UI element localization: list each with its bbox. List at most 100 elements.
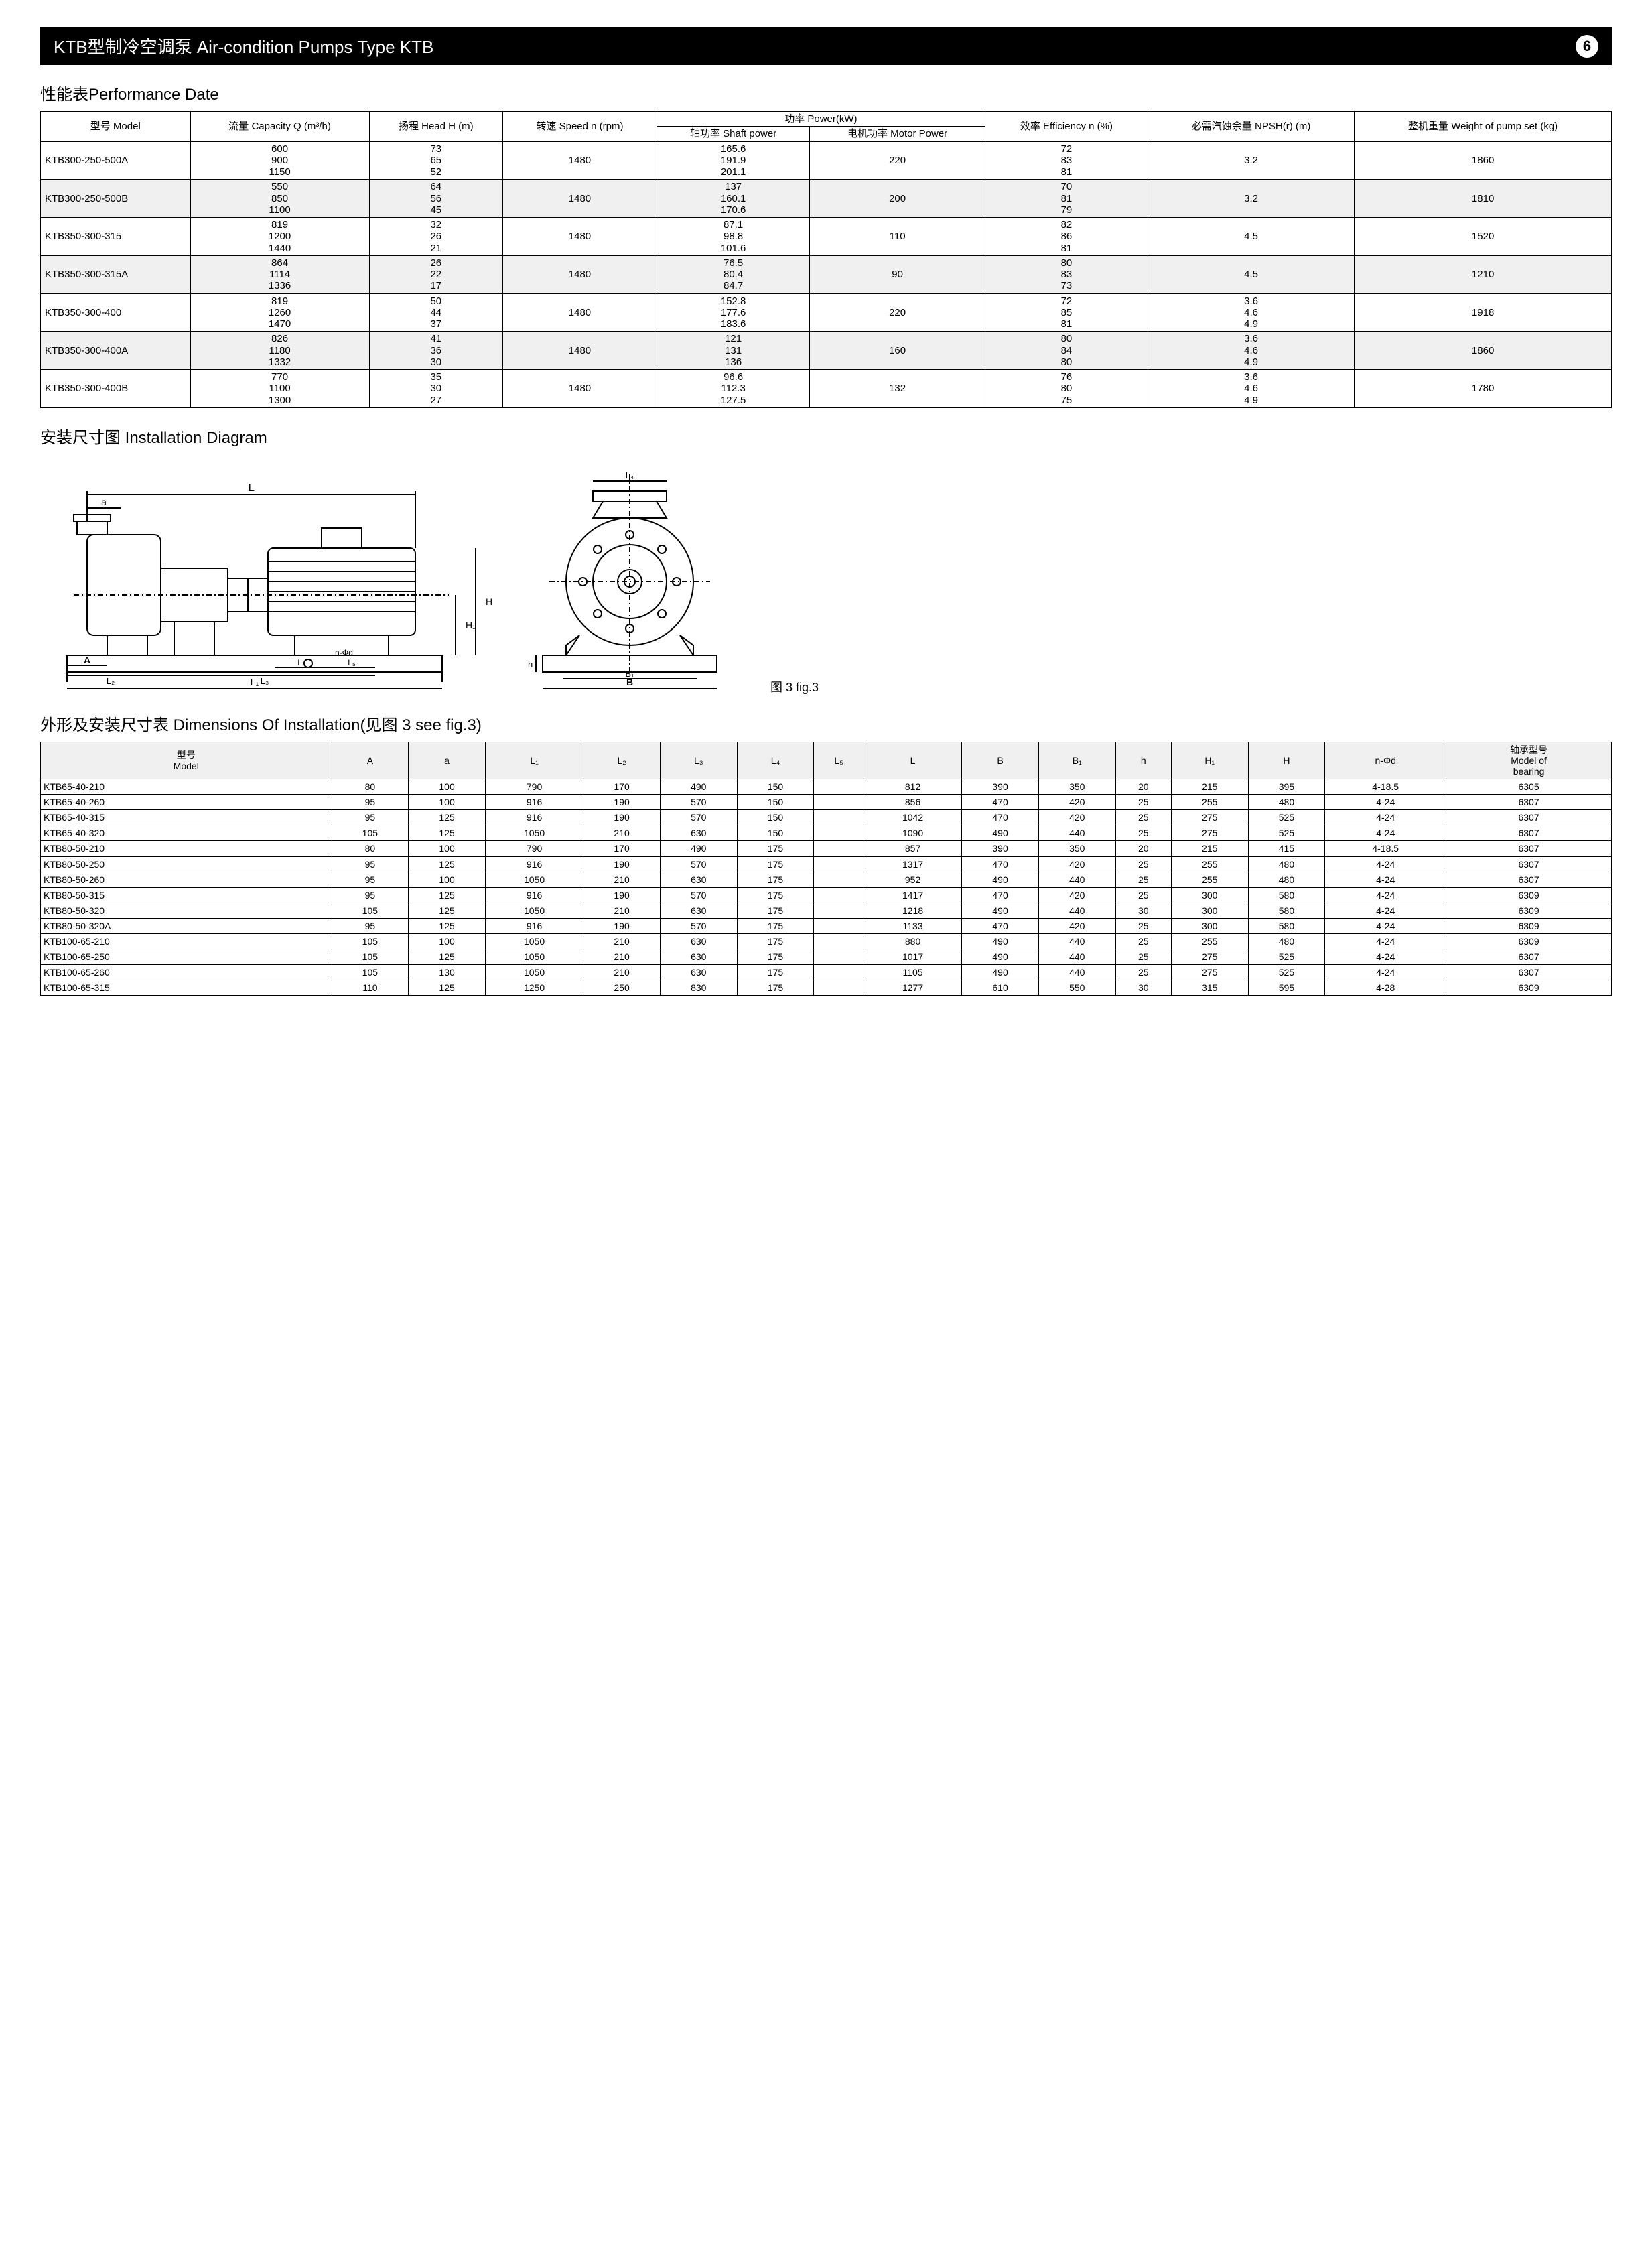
table-cell: KTB350-300-315 — [41, 218, 191, 256]
table-cell: 250 — [583, 980, 661, 996]
table-cell: 6309 — [1446, 887, 1612, 903]
table-cell: 440 — [1038, 949, 1115, 965]
table-cell: 1090 — [864, 825, 961, 841]
table-cell: KTB100-65-315 — [41, 980, 332, 996]
table-cell: 440 — [1038, 903, 1115, 918]
table-cell: 1860 — [1355, 332, 1612, 370]
table-cell: 137 160.1 170.6 — [657, 180, 809, 218]
table-cell: 30 — [1115, 980, 1171, 996]
table-cell: 275 — [1171, 965, 1248, 980]
table-cell: 20 — [1115, 779, 1171, 795]
table-cell: KTB100-65-210 — [41, 933, 332, 949]
table-cell: 72 83 81 — [985, 141, 1148, 180]
table-cell: 100 — [409, 779, 486, 795]
table-cell: 1133 — [864, 918, 961, 933]
table-cell: 4-24 — [1325, 810, 1446, 825]
th-capacity: 流量 Capacity Q (m³/h) — [190, 112, 369, 142]
table-cell: 630 — [660, 872, 737, 887]
table-cell: 190 — [583, 795, 661, 810]
table-header-cell: 型号 Model — [41, 742, 332, 779]
table-cell: 630 — [660, 903, 737, 918]
table-cell — [814, 779, 864, 795]
table-cell: 175 — [737, 933, 814, 949]
table-cell: KTB300-250-500A — [41, 141, 191, 180]
table-cell: KTB80-50-210 — [41, 841, 332, 856]
table-cell: 490 — [962, 965, 1039, 980]
table-cell: 105 — [332, 965, 409, 980]
table-cell: 6307 — [1446, 825, 1612, 841]
table-cell: 480 — [1248, 872, 1325, 887]
table-cell: 215 — [1171, 841, 1248, 856]
table-cell: 105 — [332, 949, 409, 965]
table-cell: 857 — [864, 841, 961, 856]
table-cell: 6307 — [1446, 965, 1612, 980]
table-cell: 390 — [962, 841, 1039, 856]
table-cell: 96.6 112.3 127.5 — [657, 370, 809, 408]
table-row: KTB350-300-400819 1260 147050 44 3714801… — [41, 293, 1612, 332]
table-cell: 255 — [1171, 795, 1248, 810]
diagram-caption: 图 3 fig.3 — [770, 678, 819, 696]
table-cell: 64 56 45 — [369, 180, 502, 218]
table-cell: 916 — [485, 795, 583, 810]
table-cell: 6305 — [1446, 779, 1612, 795]
table-cell: 490 — [962, 872, 1039, 887]
table-cell: 525 — [1248, 810, 1325, 825]
table-cell: 1050 — [485, 933, 583, 949]
table-cell: 130 — [409, 965, 486, 980]
table-cell: 3.6 4.6 4.9 — [1148, 293, 1354, 332]
table-cell: 6307 — [1446, 949, 1612, 965]
table-cell: 480 — [1248, 795, 1325, 810]
table-cell: 25 — [1115, 795, 1171, 810]
table-row: KTB300-250-500B550 850 110064 56 4514801… — [41, 180, 1612, 218]
table-cell: 315 — [1171, 980, 1248, 996]
table-cell: 630 — [660, 933, 737, 949]
table-cell: 80 83 73 — [985, 255, 1148, 293]
table-cell: 80 — [332, 779, 409, 795]
table-cell: 4-24 — [1325, 795, 1446, 810]
table-cell: 150 — [737, 825, 814, 841]
table-cell: 6309 — [1446, 903, 1612, 918]
table-cell: 1480 — [503, 255, 657, 293]
svg-text:a: a — [101, 497, 107, 507]
table-cell: 1250 — [485, 980, 583, 996]
table-cell: 916 — [485, 810, 583, 825]
table-cell: 630 — [660, 949, 737, 965]
table-cell: 175 — [737, 887, 814, 903]
table-cell — [814, 980, 864, 996]
table-cell: 864 1114 1336 — [190, 255, 369, 293]
table-cell: 570 — [660, 795, 737, 810]
table-cell: 1050 — [485, 965, 583, 980]
table-cell: 125 — [409, 903, 486, 918]
table-cell: KTB80-50-315 — [41, 887, 332, 903]
diagram-side-view: L₁ L₂ L₃ L₄ L₅ n-Φd — [40, 454, 496, 696]
table-cell: 25 — [1115, 825, 1171, 841]
title-bar: KTB型制冷空调泵 Air-condition Pumps Type KTB 6 — [40, 27, 1612, 65]
table-cell: 100 — [409, 872, 486, 887]
table-cell: 1417 — [864, 887, 961, 903]
table-cell: KTB350-300-400 — [41, 293, 191, 332]
table-cell: 125 — [409, 918, 486, 933]
table-cell: 70 81 79 — [985, 180, 1148, 218]
table-cell: 175 — [737, 918, 814, 933]
table-cell: 600 900 1150 — [190, 141, 369, 180]
table-cell: 25 — [1115, 810, 1171, 825]
table-cell: 826 1180 1332 — [190, 332, 369, 370]
table-cell: 1017 — [864, 949, 961, 965]
table-cell: 190 — [583, 856, 661, 872]
page-number-badge: 6 — [1576, 35, 1598, 58]
table-cell: KTB80-50-320A — [41, 918, 332, 933]
table-cell: 275 — [1171, 949, 1248, 965]
dimensions-table: 型号 ModelAaL₁L₂L₃L₄L₅LBB₁hH₁Hn-Φd轴承型号 Mod… — [40, 742, 1612, 996]
table-header-cell: L₄ — [737, 742, 814, 779]
page-title: KTB型制冷空调泵 Air-condition Pumps Type KTB — [54, 34, 433, 58]
table-row: KTB65-40-2609510091619057015085647042025… — [41, 795, 1612, 810]
table-header-cell: L₁ — [485, 742, 583, 779]
table-cell: 210 — [583, 903, 661, 918]
table-cell: 916 — [485, 918, 583, 933]
table-cell: 80 84 80 — [985, 332, 1148, 370]
th-npsh: 必需汽蚀余量 NPSH(r) (m) — [1148, 112, 1354, 142]
table-cell: 20 — [1115, 841, 1171, 856]
svg-text:L₃: L₃ — [261, 676, 269, 686]
table-cell: 210 — [583, 965, 661, 980]
table-cell: 1105 — [864, 965, 961, 980]
